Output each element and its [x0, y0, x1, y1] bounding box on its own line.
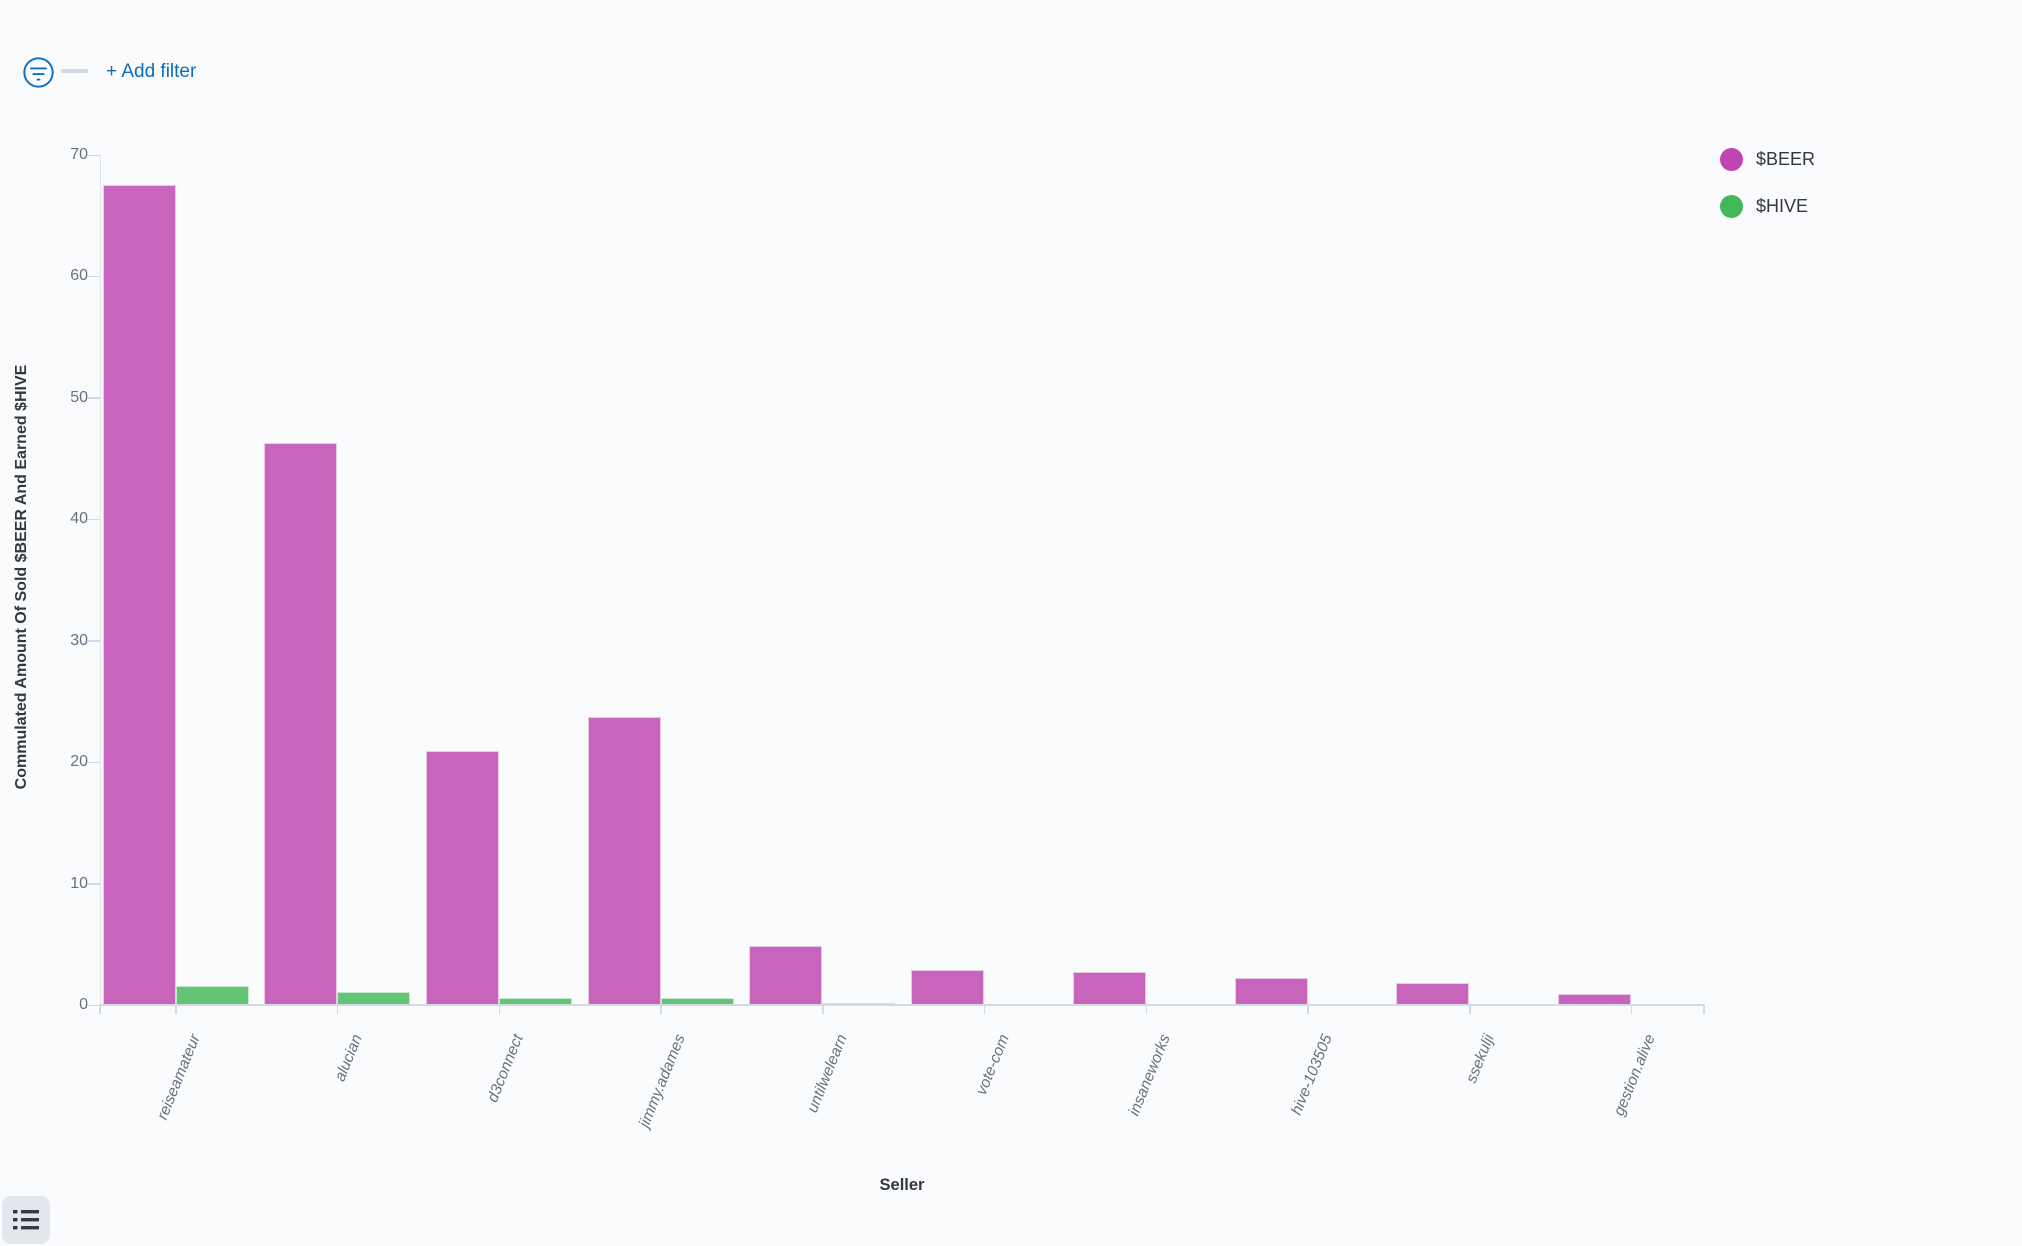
bar-hive-reiseamateur[interactable]: [175, 985, 249, 1004]
x-category-label-hive-103505: hive-103505: [1288, 1032, 1336, 1118]
y-tick-mark: [88, 640, 100, 642]
x-category-label-gestion.alive: gestion.alive: [1611, 1032, 1660, 1119]
filter-bar: + Add filter: [0, 0, 2022, 100]
x-category-label-insaneworks: insaneworks: [1126, 1032, 1175, 1119]
x-category-label-jimmy.adames: jimmy.adames: [636, 1032, 689, 1130]
x-tick-mark: [1469, 1005, 1471, 1014]
legend-label: $HIVE: [1756, 196, 1809, 216]
bar-beer-vote-com[interactable]: [911, 969, 985, 1004]
y-tick-mark: [88, 154, 100, 156]
legend-list-toggle-button[interactable]: [2, 1196, 50, 1244]
y-tick-mark: [88, 397, 100, 399]
bar-beer-d3connect[interactable]: [425, 751, 499, 1004]
y-tick-label: 60: [70, 267, 88, 285]
x-tick-mark: [336, 1005, 339, 1014]
filter-circle-icon: [23, 57, 54, 88]
x-tick-mark: [1630, 1005, 1633, 1014]
x-tick-mark: [822, 1005, 824, 1014]
bar-hive-alucian[interactable]: [337, 991, 411, 1004]
add-filter-button[interactable]: + Add filter: [106, 58, 196, 86]
bar-hive-untilwelearn[interactable]: [822, 1003, 896, 1005]
y-tick-mark: [88, 275, 100, 278]
x-tick-mark: [983, 1005, 986, 1014]
filter-menu-button[interactable]: [21, 55, 56, 90]
bar-beer-alucian[interactable]: [264, 442, 338, 1004]
x-tick-mark: [175, 1005, 177, 1014]
x-category-label-alucian: alucian: [331, 1032, 366, 1084]
chart-legend: $BEER $HIVE: [1720, 136, 1815, 230]
y-tick-mark: [88, 883, 100, 885]
bar-beer-reiseamateur[interactable]: [102, 185, 176, 1004]
list-icon: [13, 1210, 39, 1230]
x-tick-mark: [1145, 1005, 1148, 1014]
x-tick-mark: [1307, 1005, 1309, 1014]
bar-hive-jimmy.adames[interactable]: [660, 998, 734, 1004]
beer-series-swatch-icon: [1720, 148, 1743, 171]
legend-item-hive[interactable]: $HIVE: [1720, 183, 1815, 230]
x-axis-title: Seller: [879, 1176, 925, 1194]
x-axis-edge-tick: [1703, 1005, 1705, 1014]
x-category-label-ssekulji: ssekulji: [1462, 1032, 1498, 1086]
bar-beer-insaneworks[interactable]: [1072, 972, 1146, 1004]
x-category-label-reiseamateur: reiseamateur: [154, 1032, 204, 1123]
y-tick-mark: [88, 518, 100, 521]
legend-item-beer[interactable]: $BEER: [1720, 136, 1815, 183]
bar-hive-d3connect[interactable]: [498, 997, 572, 1004]
x-tick-mark: [498, 1005, 501, 1014]
y-tick-mark: [88, 761, 100, 764]
legend-label: $BEER: [1756, 149, 1816, 169]
y-axis-line: [100, 155, 101, 1005]
y-tick-label: 30: [70, 631, 88, 649]
bar-beer-ssekulji[interactable]: [1396, 983, 1470, 1004]
y-tick-label: 50: [70, 388, 88, 406]
x-category-label-d3connect: d3connect: [484, 1032, 528, 1105]
bar-beer-gestion.alive[interactable]: [1557, 994, 1631, 1004]
filter-bar-divider: [61, 69, 88, 73]
x-tick-mark: [660, 1005, 662, 1014]
bar-beer-hive-103505[interactable]: [1234, 978, 1308, 1004]
y-tick-label: 20: [70, 753, 88, 771]
bar-beer-jimmy.adames[interactable]: [587, 717, 661, 1004]
y-tick-label: 70: [70, 146, 88, 163]
y-tick-label: 40: [70, 510, 88, 528]
y-tick-label: 10: [70, 874, 88, 892]
x-axis-line: [100, 1004, 1704, 1006]
bar-beer-untilwelearn[interactable]: [749, 945, 823, 1004]
x-category-label-untilwelearn: untilwelearn: [803, 1032, 851, 1116]
x-category-label-vote-com: vote-com: [972, 1032, 1013, 1098]
y-tick-label: 0: [79, 996, 88, 1013]
x-axis-edge-tick: [99, 1005, 101, 1014]
hive-series-swatch-icon: [1720, 195, 1743, 218]
y-tick-mark: [88, 1004, 100, 1006]
